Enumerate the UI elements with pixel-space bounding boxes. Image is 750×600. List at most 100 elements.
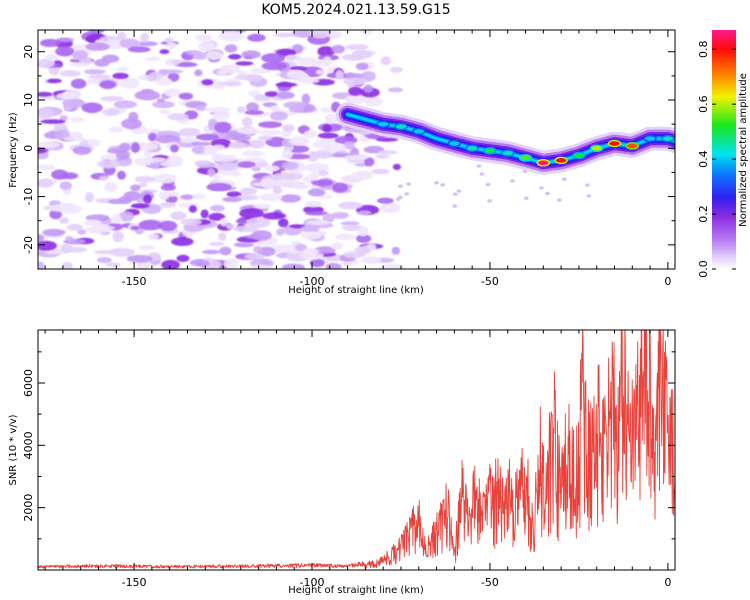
noise-blob [452, 192, 458, 196]
noise-blob [152, 173, 177, 184]
noise-blob [309, 258, 325, 268]
noise-blob [170, 211, 187, 221]
ridge-peak [625, 142, 640, 150]
noise-blob [262, 212, 287, 220]
noise-blob [158, 191, 180, 197]
y-tick-label: 4000 [22, 431, 35, 459]
noise-blob [208, 212, 226, 221]
noise-blob [305, 200, 322, 208]
noise-blob [140, 32, 150, 43]
noise-blob [485, 182, 491, 187]
snr-line [38, 330, 675, 569]
colorbar-tick-label: 0.6 [697, 95, 710, 113]
noise-blob [289, 136, 310, 146]
chart-title: KOM5.2024.021.13.59.G15 [261, 2, 450, 18]
noise-blob [38, 108, 55, 119]
noise-blob [392, 163, 401, 171]
noise-blob [40, 38, 61, 48]
noise-blob [212, 110, 231, 121]
noise-blob [301, 231, 322, 240]
noise-blob [309, 30, 331, 39]
noise-blob [343, 77, 367, 86]
noise-blob [282, 263, 305, 269]
ridge-peak [661, 134, 675, 143]
noise-blob [269, 111, 288, 121]
noise-blob [176, 254, 190, 262]
noise-blob [38, 234, 45, 243]
noise-blob [249, 139, 266, 149]
noise-blob [116, 66, 130, 72]
noise-blob [523, 196, 529, 200]
snr-ticks: -150 -100 -50 0 2000 4000 6000 [22, 330, 675, 589]
noise-blob [160, 184, 176, 191]
noise-blob [584, 183, 590, 187]
noise-blob [56, 37, 75, 43]
noise-blob [226, 223, 235, 230]
noise-blob [167, 113, 189, 121]
y-tick-label: -10 [22, 188, 35, 206]
y-tick-label: 0 [22, 145, 35, 152]
noise-blob [136, 142, 159, 151]
noise-blob [214, 121, 232, 133]
noise-blob [52, 203, 74, 210]
noise-blob [205, 50, 223, 61]
noise-blob [79, 139, 89, 148]
noise-blob [119, 142, 131, 151]
noise-blob [304, 211, 329, 216]
noise-blob [340, 221, 360, 226]
noise-blob [254, 94, 271, 102]
noise-blob [241, 117, 253, 127]
noise-blob [334, 233, 357, 241]
noise-blob [211, 154, 237, 163]
noise-blob [166, 41, 177, 50]
noise-blob [59, 115, 68, 122]
noise-blob [93, 250, 119, 255]
noise-blob [236, 70, 248, 77]
noise-blob [351, 50, 373, 59]
noise-blob [200, 209, 209, 219]
noise-blob [163, 88, 181, 97]
noise-blob [257, 129, 283, 135]
ridge-peak [607, 139, 622, 148]
noise-blob [218, 232, 227, 242]
noise-blob [179, 127, 201, 137]
ridge-peak [536, 159, 551, 167]
x-tick-label: -50 [481, 576, 499, 589]
noise-blob [55, 46, 75, 57]
noise-blob [380, 263, 406, 269]
noise-blob [68, 62, 90, 67]
ridge-peak [554, 156, 568, 165]
noise-blob [178, 92, 194, 100]
noise-blob [363, 84, 374, 93]
noise-blob [292, 30, 311, 38]
x-tick-label: 0 [664, 275, 671, 288]
x-tick-label: -150 [122, 576, 147, 589]
noise-blob [195, 34, 213, 42]
noise-blob [387, 87, 404, 93]
noise-blob [85, 192, 94, 203]
ridge-peak [394, 122, 408, 131]
noise-blob [233, 242, 255, 248]
noise-blob [323, 143, 347, 152]
y-tick-label: 6000 [22, 369, 35, 397]
noise-blob [317, 132, 339, 139]
noise-blob [66, 223, 83, 231]
noise-blob [510, 179, 515, 183]
noise-blob [208, 241, 225, 247]
noise-blob [130, 142, 140, 153]
noise-blob [188, 205, 197, 213]
colorbar: 0.0 0.2 0.4 0.6 0.8 Normalized spectral ampl… [697, 30, 749, 278]
noise-blob [244, 253, 265, 260]
noise-blob [285, 54, 298, 61]
noise-blob [311, 150, 333, 159]
noise-blob [212, 175, 221, 180]
noise-blob [47, 78, 62, 84]
noise-blob [218, 30, 244, 42]
noise-blob [180, 218, 202, 226]
noise-blob [112, 231, 124, 243]
colorbar-gradient [712, 30, 736, 269]
noise-blob [110, 214, 122, 224]
noise-blob [97, 257, 112, 264]
noise-blob [273, 32, 298, 38]
